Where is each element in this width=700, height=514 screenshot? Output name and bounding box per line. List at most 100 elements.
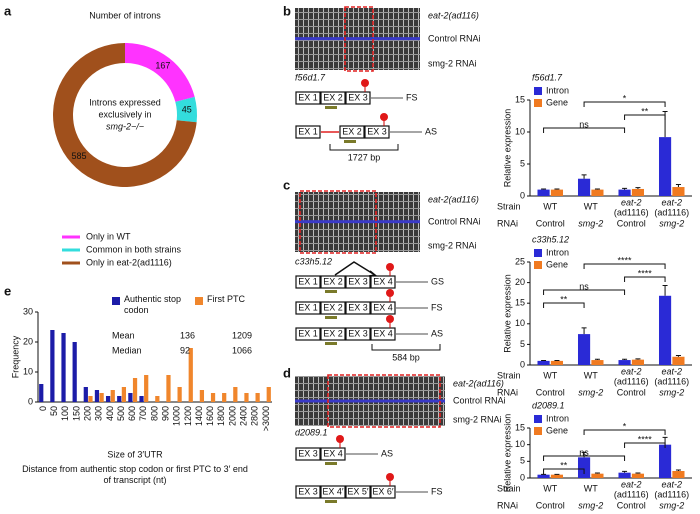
- bar: [255, 393, 260, 402]
- exon-label: EX 2: [323, 92, 343, 102]
- error-bar: [635, 358, 641, 360]
- row-label: Strain: [497, 483, 521, 493]
- track-divider: [295, 220, 420, 224]
- bar: [577, 457, 591, 478]
- legend-swatch: [195, 297, 203, 305]
- bar: [618, 189, 631, 196]
- bar: [591, 360, 604, 365]
- significance-bracket: [543, 289, 626, 295]
- rnai-label: Control: [617, 500, 646, 510]
- gene-name: c33h5.12: [295, 256, 332, 266]
- y-tick-label: 30: [23, 306, 33, 316]
- error-bar: [622, 187, 628, 190]
- strain-label: (ad1116): [654, 207, 689, 217]
- bar: [550, 189, 564, 196]
- bar: [537, 360, 550, 365]
- strain-label: (ad1116): [614, 207, 649, 217]
- rnai-label: smg-2: [578, 218, 603, 228]
- row-label: RNAi: [497, 500, 518, 510]
- exon: [320, 327, 346, 341]
- panel-label: a: [4, 3, 12, 18]
- span-bracket: [371, 344, 441, 351]
- strain-label: WT: [543, 201, 557, 211]
- error-bar: [675, 183, 681, 188]
- bar: [155, 396, 160, 402]
- slice-label: 167: [155, 60, 170, 70]
- bar: [110, 390, 115, 402]
- isoform-label: FS: [406, 92, 418, 102]
- stats-value: 92: [180, 345, 190, 355]
- exon-label: EX 5′: [347, 486, 369, 496]
- chart-title: d2089.1: [532, 400, 565, 410]
- bar: [61, 333, 66, 402]
- gene-name: d2089.1: [295, 427, 328, 437]
- exon-label: EX 4: [373, 276, 393, 286]
- bar: [233, 387, 238, 402]
- exon: [295, 447, 321, 461]
- exon-label: EX 4: [373, 302, 393, 312]
- y-tick-label: 10: [515, 318, 525, 328]
- legend-label: Gene: [546, 97, 568, 107]
- panel-label: e: [4, 283, 11, 298]
- bar: [672, 187, 685, 196]
- y-tick-label: 10: [23, 366, 33, 376]
- x-tick-label: 1400: [194, 406, 204, 426]
- significance-bracket: [624, 114, 666, 120]
- y-tick-label: 20: [23, 336, 33, 346]
- exon: [295, 301, 321, 315]
- y-tick-label: 10: [515, 126, 525, 136]
- exon: [320, 301, 346, 315]
- legend-swatch: [534, 249, 542, 257]
- legend-swatch: [534, 261, 542, 269]
- donut-slice: [175, 96, 197, 123]
- x-tick-label: 900: [161, 406, 171, 421]
- exon: [370, 301, 396, 315]
- error-bar: [554, 188, 560, 190]
- isoform-label: AS: [381, 448, 393, 458]
- rnai-label: smg-2: [659, 387, 684, 397]
- x-tick-label: 500: [116, 406, 126, 421]
- significance-label: *: [623, 93, 627, 103]
- exon-label: EX 3: [298, 448, 318, 458]
- stats-value: 136: [180, 330, 195, 340]
- slice-label: 45: [182, 105, 192, 115]
- chart-title: Number of introns: [89, 10, 161, 20]
- caption: Distance from authentic stop codon or fi…: [22, 464, 248, 485]
- strain-label: WT: [543, 483, 557, 493]
- bar: [658, 444, 672, 478]
- exon-label: EX 3: [348, 302, 368, 312]
- error-bar: [541, 188, 547, 190]
- strain-label: (ad1116): [614, 376, 649, 386]
- exon: [345, 301, 371, 315]
- significance-label: ****: [618, 255, 633, 265]
- highlight-box: [344, 6, 374, 72]
- significance-bracket: [583, 429, 666, 435]
- error-bar: [675, 469, 681, 471]
- stats-label: Median: [112, 345, 142, 355]
- track-divider: [295, 399, 445, 403]
- center-text: Introns expressed: [89, 97, 161, 107]
- bar: [121, 387, 127, 402]
- strain-label: WT: [584, 483, 598, 493]
- significance-bracket: [543, 468, 585, 474]
- significance-bracket: [624, 276, 666, 282]
- significance-label: ns: [579, 281, 589, 291]
- y-tick-label: 15: [515, 422, 525, 432]
- exon-label: EX 3: [348, 276, 368, 286]
- legend-swatch: [534, 427, 542, 435]
- y-axis-label: Frequency: [10, 335, 20, 378]
- exon: [339, 125, 365, 139]
- rnai-label: Control: [536, 387, 565, 397]
- track-label: eat-2(ad116): [428, 10, 479, 20]
- center-text: exclusively in: [98, 109, 151, 119]
- row-label: RNAi: [497, 218, 518, 228]
- strain-label: eat-2: [661, 197, 682, 207]
- legend-label: Common in both strains: [86, 244, 182, 254]
- track-divider: [295, 37, 420, 41]
- exon-label: EX 3: [348, 92, 368, 102]
- exon: [370, 327, 396, 341]
- x-tick-label: >3000: [261, 406, 271, 431]
- row-label: RNAi: [497, 387, 518, 397]
- error-bar: [594, 188, 600, 190]
